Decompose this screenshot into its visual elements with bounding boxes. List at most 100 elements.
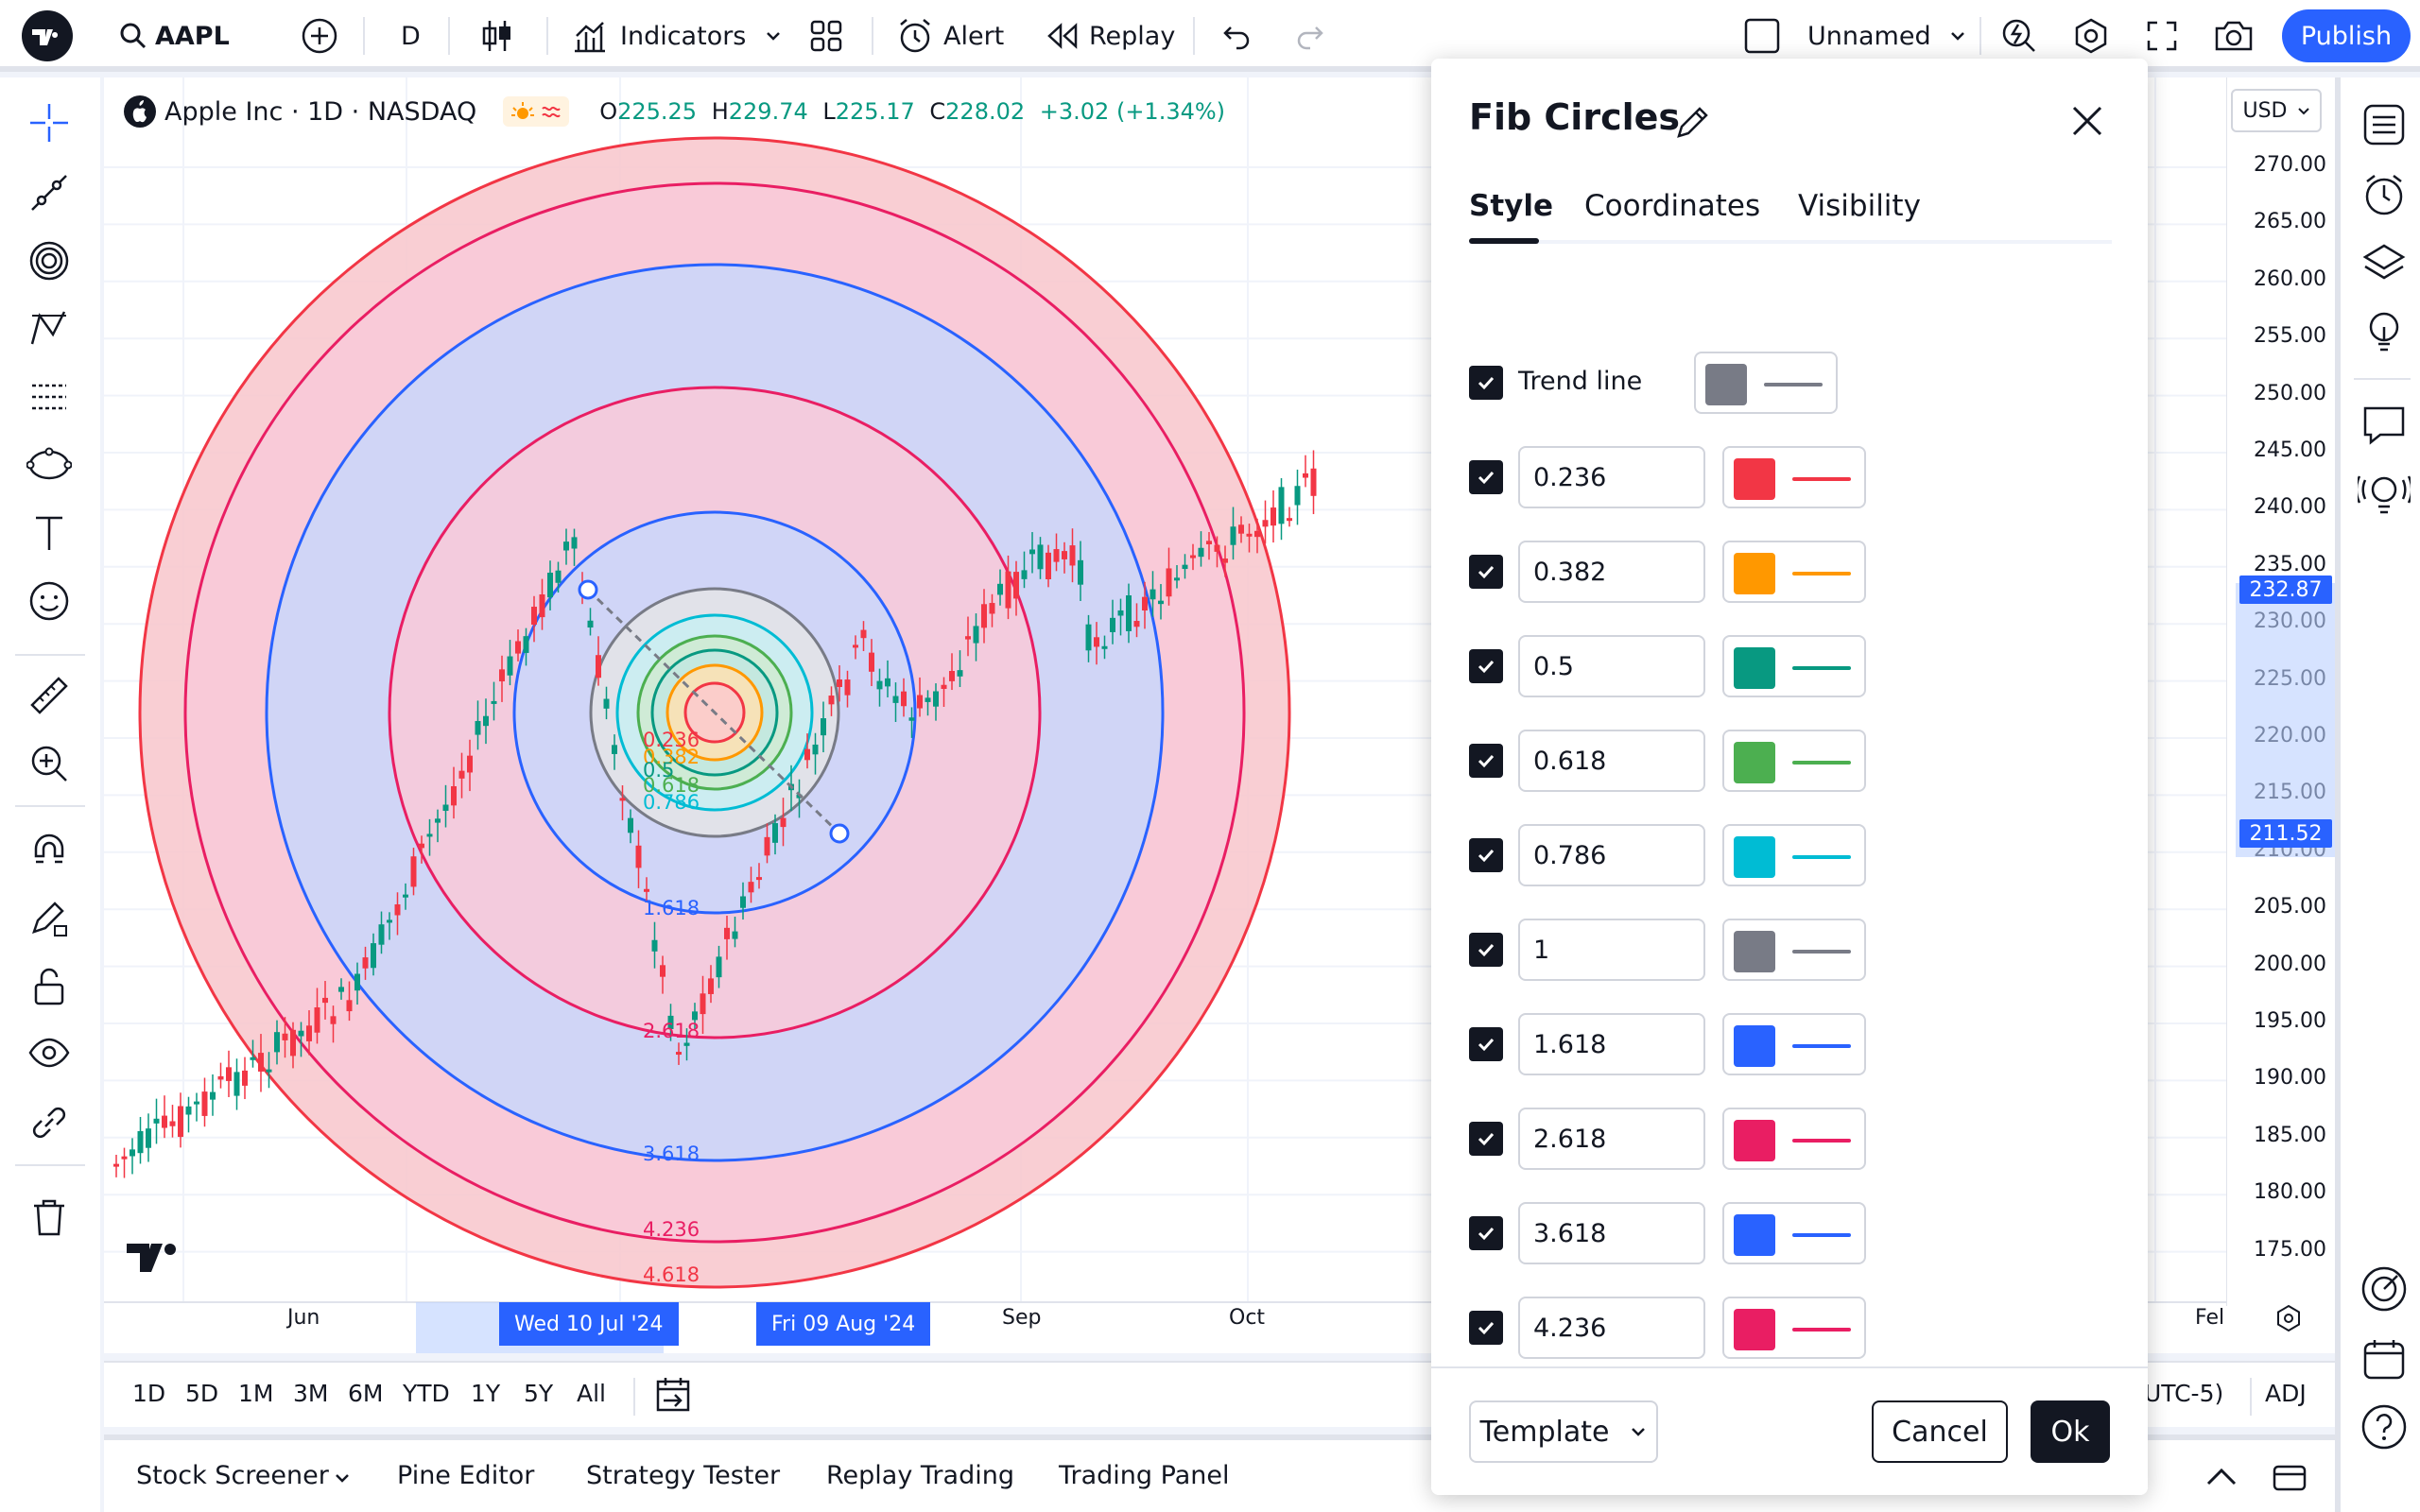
shapes-tool[interactable]: [23, 438, 76, 491]
cancel-button[interactable]: Cancel: [1872, 1400, 2008, 1463]
tab-coordinates[interactable]: Coordinates: [1584, 189, 1761, 223]
undo-button[interactable]: [1221, 13, 1252, 59]
level-color-picker[interactable]: [1722, 824, 1866, 886]
tab-pine-editor[interactable]: Pine Editor: [397, 1461, 535, 1490]
range-6m[interactable]: 6M: [348, 1380, 384, 1407]
remove-drawings-tool[interactable]: [23, 1191, 76, 1244]
trend-line-checkbox[interactable]: [1469, 366, 1503, 400]
forecast-tool[interactable]: [23, 370, 76, 423]
tab-visibility[interactable]: Visibility: [1798, 189, 1921, 223]
tab-strategy-tester[interactable]: Strategy Tester: [586, 1461, 781, 1490]
magnet-tool[interactable]: [23, 824, 76, 877]
goto-date-button[interactable]: [652, 1374, 694, 1419]
rename-button[interactable]: [1675, 104, 1711, 144]
trend-line-tool[interactable]: [23, 166, 76, 219]
chart-canvas[interactable]: 0.2360.3820.50.6180.7861.6182.6183.6184.…: [104, 77, 2340, 1353]
range-3m[interactable]: 3M: [293, 1380, 329, 1407]
quick-search-button[interactable]: [2000, 13, 2038, 59]
chats-button[interactable]: [2358, 399, 2411, 452]
crosshair-tool[interactable]: [23, 96, 76, 149]
indicators-button[interactable]: Indicators: [571, 13, 746, 59]
help-button[interactable]: [2358, 1400, 2411, 1453]
fullscreen-button[interactable]: [2146, 13, 2178, 59]
text-tool[interactable]: [23, 507, 76, 559]
level-checkbox[interactable]: [1469, 649, 1503, 683]
level-color-picker[interactable]: [1722, 1108, 1866, 1170]
level-color-picker[interactable]: [1722, 635, 1866, 697]
tab-replay-trading[interactable]: Replay Trading: [826, 1461, 1014, 1490]
level-color-picker[interactable]: [1722, 919, 1866, 981]
level-value-input[interactable]: 0.5: [1518, 635, 1705, 697]
close-button[interactable]: [2068, 102, 2106, 144]
level-color-picker[interactable]: [1722, 1202, 1866, 1264]
tab-stock-screener[interactable]: Stock Screener: [136, 1461, 329, 1490]
level-checkbox[interactable]: [1469, 933, 1503, 967]
alerts-button[interactable]: [2358, 168, 2411, 221]
streams-button[interactable]: [2358, 467, 2411, 520]
level-color-picker[interactable]: [1722, 1297, 1866, 1359]
icons-tool[interactable]: [23, 575, 76, 627]
snapshot-button[interactable]: [2214, 13, 2254, 59]
sync-drawings-tool[interactable]: [23, 1096, 76, 1149]
help-center-target-button[interactable]: [2358, 1263, 2411, 1315]
price-axis[interactable]: USD 270.00 265.00 260.00 255.00 250.00 245.00…: [2226, 77, 2340, 1306]
level-checkbox[interactable]: [1469, 460, 1503, 494]
level-value-input[interactable]: 4.236: [1518, 1297, 1705, 1359]
layouts-button[interactable]: [809, 13, 843, 59]
zoom-tool[interactable]: [23, 737, 76, 790]
range-1y[interactable]: 1Y: [471, 1380, 501, 1407]
level-color-picker[interactable]: [1722, 541, 1866, 603]
currency-select[interactable]: USD: [2231, 89, 2322, 132]
level-checkbox[interactable]: [1469, 744, 1503, 778]
hide-drawings-tool[interactable]: [23, 1028, 76, 1081]
range-5y[interactable]: 5Y: [524, 1380, 554, 1407]
tab-trading-panel[interactable]: Trading Panel: [1059, 1461, 1230, 1490]
trend-line-color-picker[interactable]: [1694, 352, 1838, 414]
level-checkbox[interactable]: [1469, 1122, 1503, 1156]
level-checkbox[interactable]: [1469, 838, 1503, 872]
level-checkbox[interactable]: [1469, 1216, 1503, 1250]
redo-button[interactable]: [1295, 13, 1325, 59]
tab-style[interactable]: Style: [1469, 189, 1554, 223]
object-tree-button[interactable]: [2358, 236, 2411, 289]
interval-button[interactable]: D: [401, 13, 421, 59]
level-value-input[interactable]: 0.236: [1518, 446, 1705, 508]
ideas-button[interactable]: [2358, 304, 2411, 357]
alert-button[interactable]: Alert: [896, 13, 1004, 59]
axis-settings-button[interactable]: [2274, 1304, 2303, 1336]
level-color-picker[interactable]: [1722, 1013, 1866, 1075]
ok-button[interactable]: Ok: [2031, 1400, 2110, 1463]
level-value-input[interactable]: 0.786: [1518, 824, 1705, 886]
timezone-label[interactable]: UTC-5): [2144, 1380, 2224, 1407]
layout-name-button[interactable]: Unnamed: [1743, 13, 1967, 59]
publish-button[interactable]: Publish: [2282, 9, 2411, 62]
range-5d[interactable]: 5D: [185, 1380, 219, 1407]
level-value-input[interactable]: 0.382: [1518, 541, 1705, 603]
lock-drawing-mode-tool[interactable]: [23, 892, 76, 945]
calendar-button[interactable]: [2358, 1332, 2411, 1385]
lock-all-tool[interactable]: [23, 960, 76, 1013]
chevron-up-icon[interactable]: [2204, 1463, 2238, 1491]
fib-tool[interactable]: [23, 234, 76, 287]
range-all[interactable]: All: [577, 1380, 606, 1407]
settings-button[interactable]: [2072, 13, 2110, 59]
level-color-picker[interactable]: [1722, 730, 1866, 792]
replay-button[interactable]: Replay: [1046, 13, 1175, 59]
level-value-input[interactable]: 1.618: [1518, 1013, 1705, 1075]
compare-symbol-button[interactable]: [301, 13, 338, 59]
adj-toggle[interactable]: ADJ: [2265, 1380, 2307, 1407]
level-value-input[interactable]: 0.618: [1518, 730, 1705, 792]
level-checkbox[interactable]: [1469, 1027, 1503, 1061]
chevron-down-icon[interactable]: [333, 1469, 352, 1487]
level-value-input[interactable]: 2.618: [1518, 1108, 1705, 1170]
level-checkbox[interactable]: [1469, 1311, 1503, 1345]
range-1m[interactable]: 1M: [238, 1380, 274, 1407]
level-color-picker[interactable]: [1722, 446, 1866, 508]
pattern-tool[interactable]: [23, 302, 76, 355]
tradingview-logo[interactable]: [21, 10, 74, 61]
level-value-input[interactable]: 1: [1518, 919, 1705, 981]
chart-type-button[interactable]: [480, 13, 514, 59]
level-value-input[interactable]: 3.618: [1518, 1202, 1705, 1264]
market-status-badge[interactable]: [503, 96, 570, 127]
range-ytd[interactable]: YTD: [403, 1380, 450, 1407]
